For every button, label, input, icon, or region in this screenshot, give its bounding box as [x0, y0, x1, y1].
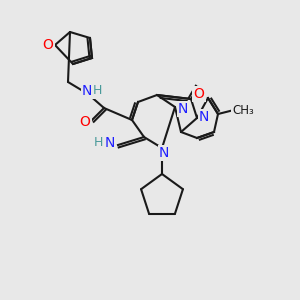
Text: N: N — [159, 146, 169, 160]
Text: N: N — [105, 136, 115, 150]
Text: N: N — [82, 84, 92, 98]
Text: O: O — [80, 115, 90, 129]
Text: CH₃: CH₃ — [232, 103, 254, 116]
Text: H: H — [92, 85, 102, 98]
Text: N: N — [178, 102, 188, 116]
Text: N: N — [199, 110, 209, 124]
Text: O: O — [43, 38, 53, 52]
Text: H: H — [93, 136, 103, 149]
Text: O: O — [194, 87, 204, 101]
